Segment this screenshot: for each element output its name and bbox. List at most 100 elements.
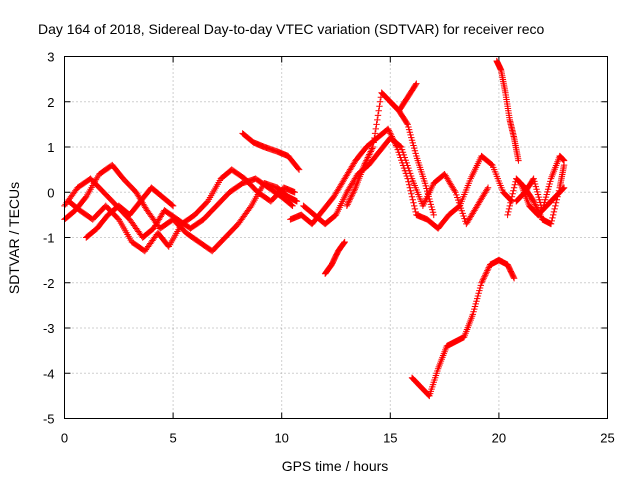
- x-tick-label: 10: [274, 431, 288, 446]
- data-point: [536, 196, 543, 203]
- data-point: [364, 154, 372, 161]
- data-point: [482, 270, 490, 277]
- data-point: [510, 184, 518, 191]
- data-point: [361, 160, 369, 167]
- data-point: [410, 142, 417, 149]
- data-point: [456, 202, 464, 209]
- data-point: [509, 190, 516, 197]
- data-point: [369, 143, 377, 151]
- series-s12: [493, 57, 522, 164]
- data-point: [350, 187, 358, 194]
- data-point: [405, 178, 412, 185]
- data-point: [407, 172, 415, 180]
- data-point: [327, 262, 334, 270]
- data-point: [424, 190, 432, 197]
- data-point: [428, 203, 435, 211]
- data-point: [472, 300, 479, 308]
- data-point: [506, 202, 513, 210]
- data-point: [477, 282, 484, 289]
- data-point: [362, 158, 369, 166]
- data-point: [453, 191, 460, 199]
- data-point: [366, 151, 373, 158]
- data-point: [348, 193, 355, 200]
- data-point: [422, 182, 429, 190]
- data-point: [408, 137, 416, 144]
- data-point: [455, 199, 463, 207]
- data-point: [452, 189, 459, 196]
- data-point: [400, 151, 408, 159]
- data-point: [552, 202, 559, 210]
- data-point: [410, 202, 418, 210]
- data-point: [550, 211, 557, 219]
- x-axis-label: GPS time / hours: [282, 458, 389, 474]
- data-point: [413, 80, 420, 87]
- data-point: [479, 276, 487, 283]
- series-s15: [517, 180, 568, 219]
- data-point: [534, 188, 541, 196]
- plot-frame: [64, 56, 608, 419]
- data-point: [546, 180, 553, 188]
- data-point: [484, 184, 492, 191]
- data-point: [461, 215, 468, 222]
- data-point: [430, 211, 437, 219]
- data-point: [371, 134, 378, 142]
- data-point: [529, 176, 537, 184]
- data-point: [550, 208, 558, 216]
- data-point: [451, 187, 458, 194]
- series-s4: [83, 184, 177, 241]
- data-point: [405, 181, 413, 188]
- data-point: [405, 126, 413, 133]
- data-point: [408, 190, 415, 197]
- data-point: [481, 272, 489, 279]
- series-s8: [321, 238, 348, 277]
- data-point: [373, 121, 380, 128]
- data-point: [560, 185, 567, 192]
- data-point: [386, 128, 393, 136]
- data-point: [402, 156, 409, 164]
- data-point: [341, 238, 348, 246]
- data-point: [508, 193, 516, 200]
- data-point: [426, 198, 434, 205]
- data-point: [421, 180, 429, 187]
- data-point: [560, 184, 568, 191]
- data-point: [411, 205, 419, 213]
- data-point: [531, 178, 538, 185]
- data-point: [505, 208, 512, 216]
- data-point: [343, 202, 351, 210]
- data-point: [454, 196, 462, 204]
- data-point: [288, 201, 295, 209]
- data-point: [406, 184, 414, 191]
- data-point: [425, 193, 432, 200]
- data-point: [507, 199, 514, 207]
- data-point: [403, 159, 410, 167]
- y-tick-label: 3: [47, 50, 54, 65]
- data-point: [474, 292, 482, 300]
- series-s5: [239, 130, 303, 173]
- data-point: [425, 391, 432, 399]
- data-point: [397, 143, 405, 151]
- data-point: [470, 308, 477, 315]
- data-point: [350, 189, 357, 196]
- y-tick-label: -4: [43, 366, 55, 381]
- data-point: [412, 150, 419, 157]
- data-point: [405, 164, 412, 172]
- data-point: [363, 157, 370, 164]
- data-point: [349, 190, 356, 197]
- series-s11: [408, 256, 518, 400]
- data-point: [399, 149, 407, 156]
- data-point: [169, 202, 177, 210]
- data-point: [398, 146, 406, 153]
- y-tick-label: -1: [43, 231, 55, 246]
- data-points: [61, 57, 568, 400]
- data-point: [531, 201, 539, 208]
- data-point: [429, 209, 437, 216]
- data-point: [289, 202, 296, 210]
- data-point: [548, 217, 555, 225]
- data-point: [485, 264, 492, 271]
- x-tick-label: 15: [383, 431, 397, 446]
- data-point: [552, 199, 560, 207]
- data-point: [405, 123, 412, 131]
- y-tick-label: 2: [47, 95, 54, 110]
